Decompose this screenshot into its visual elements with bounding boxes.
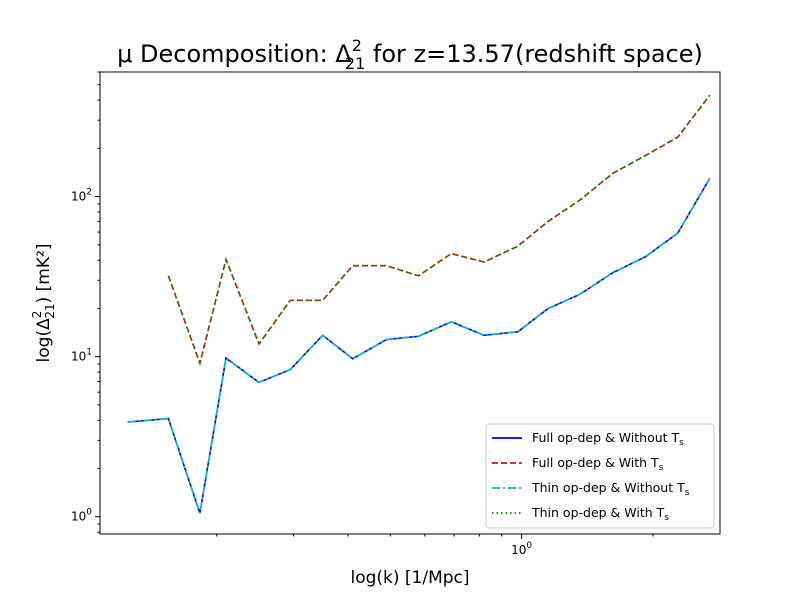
title-sup: 2 bbox=[352, 36, 362, 55]
tick-base: 10 bbox=[71, 350, 86, 364]
legend-name: Thin op-dep & Without T bbox=[531, 480, 685, 495]
legend-label-4: Thin op-dep & With Ts bbox=[531, 505, 669, 523]
plot-frame bbox=[99, 71, 721, 535]
plot-lines bbox=[127, 94, 711, 514]
y-tick-label-2: 101 bbox=[71, 348, 92, 364]
tick-exponent: 0 bbox=[86, 508, 92, 518]
legend-label-3: Thin op-dep & Without Ts bbox=[531, 480, 690, 498]
legend-name: Full op-dep & Without T bbox=[532, 430, 680, 445]
x-tick-label-1: 100 bbox=[511, 541, 532, 557]
legend-label-1: Full op-dep & Without Ts bbox=[532, 430, 684, 448]
legend-name-sub: s bbox=[659, 463, 664, 473]
legend-name-sub: s bbox=[679, 438, 684, 448]
ylabel-suffix: ) [mK²] bbox=[34, 244, 54, 304]
legend-name-sub: s bbox=[664, 513, 669, 523]
tick-base: 10 bbox=[511, 543, 526, 557]
legend-name-sub: s bbox=[685, 488, 690, 498]
legend-label-2: Full op-dep & With Ts bbox=[532, 455, 664, 473]
title-suffix: for z=13.57(redshift space) bbox=[365, 40, 703, 68]
tick-exponent: 0 bbox=[526, 541, 532, 551]
ylabel-sup: 2 bbox=[30, 311, 44, 319]
tick-base: 10 bbox=[71, 190, 86, 204]
series-line-3 bbox=[127, 177, 711, 514]
y-tick-label-3: 102 bbox=[71, 188, 92, 204]
x-axis-ticks: 100 bbox=[216, 534, 654, 557]
title-sub: 21 bbox=[345, 54, 365, 73]
legend-box bbox=[485, 423, 715, 529]
tick-exponent: 2 bbox=[86, 188, 92, 198]
tick-exponent: 1 bbox=[86, 348, 92, 358]
y-axis-label: log(Δ221) [mK²] bbox=[30, 244, 57, 363]
y-tick-label-1: 100 bbox=[71, 508, 92, 524]
tick-base: 10 bbox=[71, 510, 86, 524]
series-line-4 bbox=[167, 94, 711, 366]
legend-name: Thin op-dep & With T bbox=[531, 505, 665, 520]
x-axis-label: log(k) [1/Mpc] bbox=[350, 568, 469, 588]
ylabel-sub: 21 bbox=[43, 303, 57, 318]
chart-title: μ Decomposition: Δ2 21 for z=13.57(redshi… bbox=[117, 36, 703, 73]
legend-name: Full op-dep & With T bbox=[532, 455, 659, 470]
